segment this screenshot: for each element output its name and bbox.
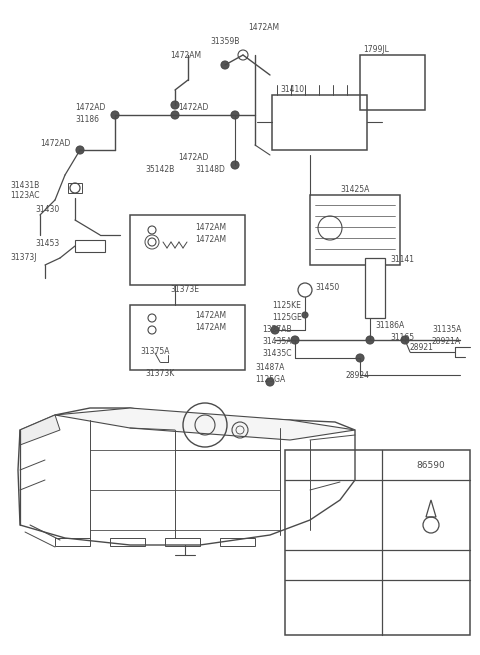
Bar: [360, 55, 425, 110]
Circle shape: [148, 226, 156, 234]
Text: 1472AM: 1472AM: [195, 236, 226, 244]
Text: 1472AD: 1472AD: [75, 103, 106, 113]
Text: 1125GE: 1125GE: [272, 312, 302, 322]
Circle shape: [366, 336, 374, 344]
Bar: [272, 95, 367, 150]
Text: 28921: 28921: [410, 343, 434, 352]
Text: 31186: 31186: [75, 115, 99, 124]
Circle shape: [171, 111, 179, 119]
Text: 1472AD: 1472AD: [178, 103, 208, 113]
Text: 31359B: 31359B: [210, 37, 240, 47]
Text: 28921A: 28921A: [432, 337, 461, 346]
Circle shape: [148, 314, 156, 322]
Circle shape: [238, 50, 248, 60]
Polygon shape: [20, 415, 60, 445]
Text: 1327AB: 1327AB: [262, 326, 292, 335]
Bar: [365, 258, 385, 318]
Text: 1472AM: 1472AM: [248, 24, 279, 33]
Bar: [68, 183, 82, 193]
Polygon shape: [55, 408, 355, 440]
Circle shape: [111, 111, 119, 119]
Circle shape: [148, 238, 156, 246]
Text: 28924: 28924: [345, 371, 369, 379]
Bar: [130, 215, 245, 285]
Text: 31435A: 31435A: [262, 337, 291, 346]
Circle shape: [221, 61, 229, 69]
Bar: [220, 538, 255, 546]
Text: 31135A: 31135A: [432, 326, 461, 335]
Text: 31373E: 31373E: [170, 286, 200, 295]
Text: 86590: 86590: [417, 462, 445, 470]
Text: 31450: 31450: [315, 284, 339, 293]
Text: 31141: 31141: [390, 255, 414, 265]
Circle shape: [302, 312, 308, 318]
Text: 1123AC: 1123AC: [10, 191, 39, 200]
Text: 1472AM: 1472AM: [195, 223, 226, 233]
Text: 1472AM: 1472AM: [170, 50, 201, 60]
Text: 31487A: 31487A: [255, 364, 284, 373]
Circle shape: [271, 326, 279, 334]
Text: 31373K: 31373K: [145, 369, 174, 377]
Text: 31431B: 31431B: [10, 181, 39, 189]
Text: 1472AD: 1472AD: [178, 153, 208, 162]
Circle shape: [266, 378, 274, 386]
Circle shape: [171, 101, 179, 109]
Circle shape: [356, 354, 364, 362]
Bar: [310, 195, 400, 265]
Polygon shape: [18, 408, 355, 545]
Circle shape: [231, 111, 239, 119]
Text: 1125GA: 1125GA: [255, 375, 285, 384]
Circle shape: [70, 183, 80, 193]
Text: 31430: 31430: [35, 206, 59, 214]
Text: 31165: 31165: [390, 333, 414, 341]
Text: 31186A: 31186A: [375, 320, 404, 329]
Text: 31453: 31453: [35, 240, 59, 248]
Circle shape: [291, 336, 299, 344]
Bar: [55, 538, 90, 546]
Text: 31373J: 31373J: [10, 253, 36, 263]
Bar: [75, 240, 105, 252]
Text: 1472AM: 1472AM: [195, 312, 226, 320]
Text: 31435C: 31435C: [262, 350, 291, 358]
Circle shape: [76, 146, 84, 154]
Bar: [110, 538, 145, 546]
Text: 1799JL: 1799JL: [363, 45, 389, 54]
Text: 31375A: 31375A: [140, 348, 169, 356]
Bar: [130, 305, 245, 370]
Circle shape: [298, 283, 312, 297]
Text: 1472AD: 1472AD: [40, 140, 71, 149]
Circle shape: [231, 161, 239, 169]
Text: 1125KE: 1125KE: [272, 301, 301, 310]
Bar: [285, 450, 470, 635]
Text: 35142B: 35142B: [145, 166, 174, 174]
Text: 31410: 31410: [280, 86, 304, 94]
Circle shape: [148, 326, 156, 334]
Circle shape: [401, 336, 409, 344]
Text: 1472AM: 1472AM: [195, 324, 226, 333]
Bar: [165, 538, 200, 546]
Text: 31148D: 31148D: [195, 166, 225, 174]
Text: 31425A: 31425A: [340, 185, 370, 195]
